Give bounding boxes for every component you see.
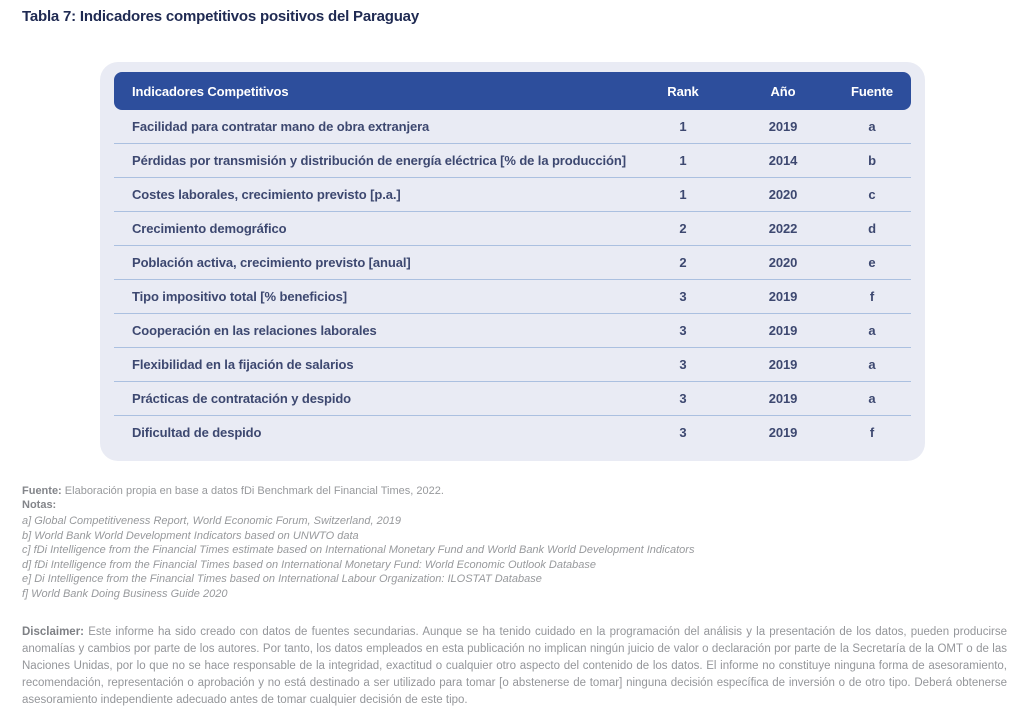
table-row: Dificultad de despido 3 2019 f bbox=[114, 415, 911, 449]
rank-cell: 3 bbox=[679, 357, 687, 372]
year-cell: 2019 bbox=[768, 425, 798, 440]
source-cell: e bbox=[868, 255, 876, 270]
table-title: Tabla 7: Indicadores competitivos positi… bbox=[22, 8, 419, 25]
table-body: Facilidad para contratar mano de obra ex… bbox=[114, 110, 911, 449]
rank-cell: 2 bbox=[679, 255, 687, 270]
rank-cell: 3 bbox=[679, 323, 687, 338]
rank-cell: 2 bbox=[679, 221, 687, 236]
indicator-cell: Costes laborales, crecimiento previsto [… bbox=[132, 187, 401, 202]
year-cell: 2019 bbox=[768, 323, 798, 338]
source-cell: d bbox=[868, 221, 876, 236]
table-row: Facilidad para contratar mano de obra ex… bbox=[114, 110, 911, 143]
year-cell: 2020 bbox=[768, 187, 798, 202]
rank-cell: 3 bbox=[679, 391, 687, 406]
rank-cell: 1 bbox=[679, 119, 687, 134]
source-line: Fuente: Elaboración propia en base a dat… bbox=[22, 484, 694, 498]
note-item: c] fDi Intelligence from the Financial T… bbox=[22, 544, 695, 556]
year-cell: 2019 bbox=[768, 119, 798, 134]
indicator-cell: Cooperación en las relaciones laborales bbox=[132, 323, 377, 338]
note-item: a] Global Competitiveness Report, World … bbox=[22, 515, 402, 527]
year-cell: 2019 bbox=[768, 391, 798, 406]
year-cell: 2014 bbox=[768, 153, 798, 168]
notes-list: a] Global Competitiveness Report, World … bbox=[22, 514, 694, 601]
indicator-cell: Flexibilidad en la fijación de salarios bbox=[132, 357, 354, 372]
table-row: Prácticas de contratación y despido 3 20… bbox=[114, 381, 911, 415]
indicator-cell: Pérdidas por transmisión y distribución … bbox=[132, 153, 626, 168]
rank-cell: 1 bbox=[679, 153, 687, 168]
table-row: Cooperación en las relaciones laborales … bbox=[114, 313, 911, 347]
indicator-cell: Facilidad para contratar mano de obra ex… bbox=[132, 119, 430, 134]
year-cell: 2020 bbox=[768, 255, 798, 270]
column-header-rank: Rank bbox=[667, 83, 699, 99]
source-cell: b bbox=[868, 153, 876, 168]
indicators-table-card: Indicadores Competitivos Rank Año Fuente… bbox=[100, 62, 925, 461]
note-item: d] fDi Intelligence from the Financial T… bbox=[22, 558, 597, 571]
table-row: Población activa, crecimiento previsto [… bbox=[114, 245, 911, 279]
footnotes-block: Fuente: Elaboración propia en base a dat… bbox=[22, 484, 694, 601]
indicator-cell: Prácticas de contratación y despido bbox=[132, 391, 352, 406]
source-label: Fuente: bbox=[22, 485, 62, 497]
source-cell: f bbox=[869, 425, 875, 440]
source-text: Elaboración propia en base a datos fDi B… bbox=[64, 485, 444, 497]
indicator-cell: Población activa, crecimiento previsto [… bbox=[132, 255, 411, 270]
year-cell: 2022 bbox=[768, 221, 798, 236]
disclaimer-paragraph: Disclaimer: Este informe ha sido creado … bbox=[22, 624, 1007, 707]
rank-cell: 1 bbox=[679, 187, 687, 202]
indicator-cell: Tipo impositivo total [% beneficios] bbox=[132, 289, 348, 304]
note-item: b] World Bank World Development Indicato… bbox=[22, 529, 359, 542]
table-row: Pérdidas por transmisión y distribución … bbox=[114, 143, 911, 177]
indicator-cell: Dificultad de despido bbox=[132, 425, 262, 440]
table-row: Tipo impositivo total [% beneficios] 3 2… bbox=[114, 279, 911, 313]
year-cell: 2019 bbox=[768, 289, 798, 304]
column-header-indicator: Indicadores Competitivos bbox=[132, 83, 289, 99]
rank-cell: 3 bbox=[679, 425, 687, 440]
table-header-row: Indicadores Competitivos Rank Año Fuente bbox=[114, 72, 911, 110]
year-cell: 2019 bbox=[768, 357, 798, 372]
indicator-cell: Crecimiento demográfico bbox=[132, 221, 287, 236]
source-cell: a bbox=[868, 323, 876, 338]
source-cell: f bbox=[869, 289, 875, 304]
source-cell: a bbox=[868, 119, 876, 134]
table-row: Crecimiento demográfico 2 2022 d bbox=[114, 211, 911, 245]
note-item: f] World Bank Doing Business Guide 2020 bbox=[22, 587, 228, 600]
source-cell: a bbox=[868, 357, 876, 372]
notes-label: Notas: bbox=[22, 499, 57, 511]
rank-cell: 3 bbox=[679, 289, 687, 304]
source-cell: a bbox=[868, 391, 876, 406]
disclaimer-text: Este informe ha sido creado con datos de… bbox=[22, 626, 1007, 706]
column-header-year: Año bbox=[770, 83, 796, 99]
disclaimer-label: Disclaimer: bbox=[22, 626, 85, 638]
source-cell: c bbox=[868, 187, 876, 202]
table-row: Costes laborales, crecimiento previsto [… bbox=[114, 177, 911, 211]
table-row: Flexibilidad en la fijación de salarios … bbox=[114, 347, 911, 381]
note-item: e] Di Intelligence from the Financial Ti… bbox=[22, 573, 542, 585]
column-header-source: Fuente bbox=[850, 83, 893, 99]
